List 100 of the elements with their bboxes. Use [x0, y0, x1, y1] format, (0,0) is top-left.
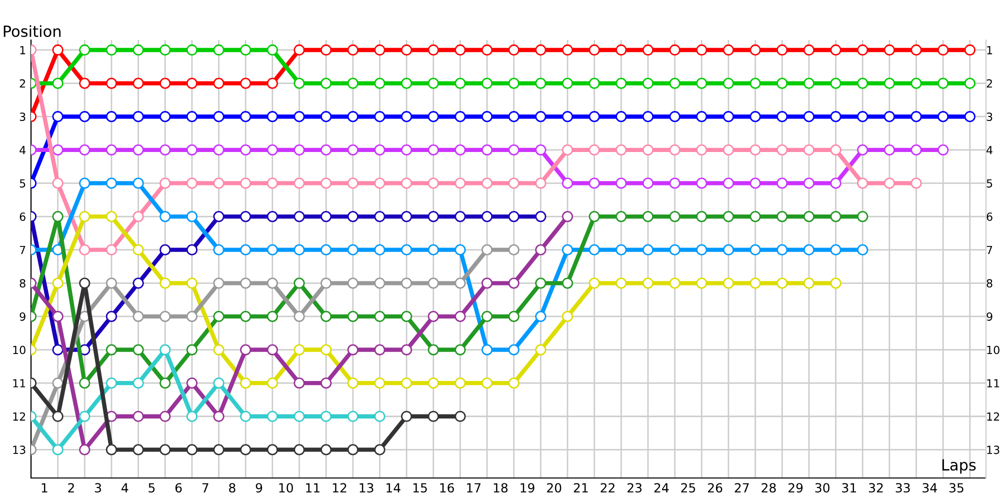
point	[294, 278, 305, 289]
point	[213, 111, 224, 122]
point	[266, 344, 278, 356]
point	[52, 44, 64, 56]
point	[52, 178, 64, 189]
point	[669, 244, 680, 256]
point	[616, 144, 627, 156]
point	[428, 111, 439, 122]
point	[938, 111, 949, 122]
x-tick-label: 21	[574, 483, 588, 492]
point	[535, 144, 546, 156]
point	[535, 78, 546, 89]
x-tick-label: 31	[842, 483, 856, 493]
point	[776, 278, 788, 289]
point	[347, 78, 358, 89]
point	[213, 144, 224, 156]
point	[857, 210, 868, 222]
x-tick-label: 35	[949, 483, 964, 493]
point	[722, 244, 734, 256]
point	[454, 144, 466, 156]
point	[240, 244, 252, 256]
point	[213, 178, 224, 189]
point	[160, 111, 171, 122]
point	[347, 378, 358, 389]
point	[320, 378, 332, 389]
point	[588, 178, 600, 189]
x-tick-label: 11	[306, 483, 320, 492]
point	[428, 310, 439, 322]
x-tick-label: 23	[628, 483, 642, 493]
point	[481, 111, 493, 122]
point	[401, 111, 412, 122]
point	[294, 310, 305, 322]
point	[106, 44, 118, 56]
point	[374, 244, 386, 256]
point	[347, 244, 358, 256]
y-tick-label: 3	[20, 112, 26, 121]
point	[294, 410, 305, 422]
point	[454, 178, 466, 189]
point	[213, 310, 224, 322]
point	[374, 178, 386, 189]
point	[213, 78, 224, 89]
point	[428, 244, 439, 256]
point	[964, 111, 976, 122]
point	[401, 210, 412, 222]
point	[454, 78, 466, 89]
point	[669, 78, 680, 89]
point	[803, 111, 815, 122]
point	[347, 44, 358, 56]
point	[508, 344, 520, 356]
point	[857, 178, 868, 189]
x-tick-label: 7	[202, 483, 208, 492]
point	[588, 244, 600, 256]
point	[213, 378, 224, 389]
y-tick-label: 1	[20, 46, 26, 54]
point	[401, 410, 412, 422]
point	[776, 178, 788, 189]
point	[213, 444, 224, 456]
point	[213, 410, 224, 422]
point	[160, 178, 171, 189]
point	[669, 144, 680, 156]
y2-tick-label: 5	[986, 179, 992, 188]
point	[964, 78, 976, 89]
point	[428, 178, 439, 189]
point	[857, 44, 868, 56]
point	[186, 410, 198, 422]
point	[374, 310, 386, 322]
point	[401, 44, 412, 56]
point	[79, 244, 90, 256]
point	[454, 378, 466, 389]
point	[857, 244, 868, 256]
y-tick-label: 11	[13, 379, 26, 388]
point	[508, 111, 520, 122]
point	[294, 111, 305, 122]
point	[562, 111, 574, 122]
y2-tick-label: 10	[987, 346, 1000, 354]
point	[240, 344, 252, 356]
point	[616, 178, 627, 189]
point	[132, 78, 144, 89]
y-tick-label: 7	[20, 246, 26, 254]
point	[106, 344, 118, 356]
point	[240, 78, 252, 89]
point	[481, 210, 493, 222]
y2-tick-label: 3	[986, 112, 992, 121]
point	[642, 278, 654, 289]
point	[508, 78, 520, 89]
point	[562, 244, 574, 256]
y-tick-label: 2	[20, 79, 26, 88]
x-tick-label: 28	[762, 483, 776, 493]
x-tick-label: 8	[229, 483, 236, 493]
point	[186, 244, 198, 256]
point	[160, 410, 171, 422]
point	[320, 244, 332, 256]
point	[938, 78, 949, 89]
y2-tick-label: 4	[986, 146, 992, 154]
point	[696, 244, 708, 256]
point	[79, 111, 90, 122]
x-tick-label: 32	[869, 483, 883, 493]
point	[750, 244, 761, 256]
x-tick-label: 15	[413, 483, 427, 493]
point	[347, 178, 358, 189]
